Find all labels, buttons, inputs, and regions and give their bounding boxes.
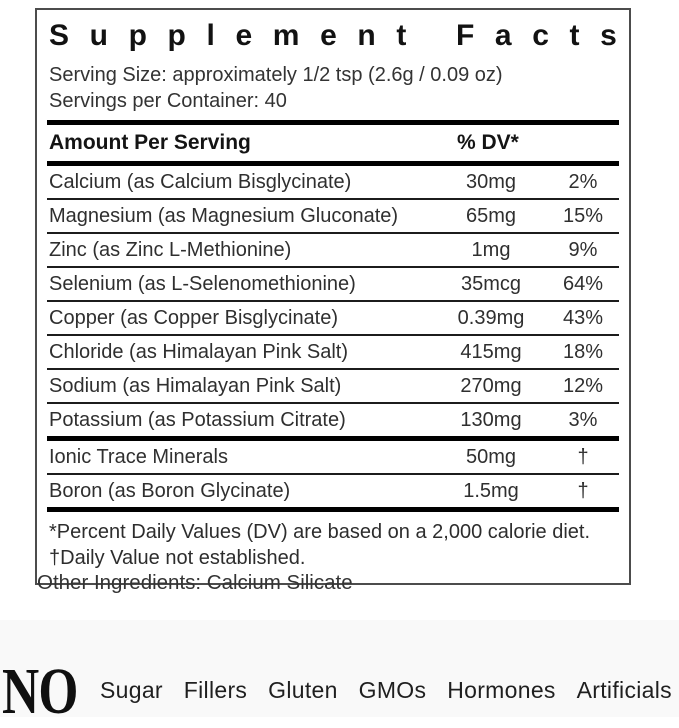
no-claims-list: Sugar Fillers Gluten GMOs Hormones Artif… — [100, 677, 672, 704]
nutrient-name: Potassium (as Potassium Citrate) — [49, 408, 346, 431]
nutrient-dv: † — [577, 479, 589, 502]
nutrient-amount: 65mg — [465, 204, 517, 227]
nutrient-amount: 0.39mg — [457, 306, 525, 329]
nutrient-dv: 2% — [568, 170, 598, 193]
no-claims-banner: NO Sugar Fillers Gluten GMOs Hormones Ar… — [0, 620, 679, 728]
nutrient-dv: 15% — [562, 204, 604, 227]
nutrient-row: Selenium (as L-Selenomethionine) 35mcg 6… — [47, 266, 619, 300]
nutrient-row: Calcium (as Calcium Bisglycinate) 30mg 2… — [47, 166, 619, 198]
nutrient-row: Zinc (as Zinc L-Methionine) 1mg 9% — [47, 232, 619, 266]
nutrient-name: Copper (as Copper Bisglycinate) — [49, 306, 339, 329]
no-claim-item: Artificials — [576, 677, 672, 703]
nutrient-name: Ionic Trace Minerals — [49, 445, 228, 468]
no-claim-item: Sugar — [100, 677, 163, 703]
no-label: NO — [2, 654, 78, 728]
serving-size-text: Serving Size: approximately 1/2 tsp (2.6… — [49, 64, 503, 86]
nutrient-dv: 64% — [562, 272, 604, 295]
nutrient-row: Magnesium (as Magnesium Gluconate) 65mg … — [47, 198, 619, 232]
nutrient-dv: † — [577, 445, 589, 468]
nutrient-amount: 270mg — [460, 374, 522, 397]
divider-thick-bottom — [47, 507, 619, 512]
nutrient-dv: 43% — [562, 306, 604, 329]
nutrient-name: Sodium (as Himalayan Pink Salt) — [49, 374, 342, 397]
nutrient-rows: Calcium (as Calcium Bisglycinate) 30mg 2… — [47, 166, 619, 436]
nutrient-amount: 415mg — [460, 340, 522, 363]
nutrient-amount: 30mg — [465, 170, 517, 193]
percent-dv-label: % DV* — [457, 131, 519, 154]
nutrient-dv: 3% — [568, 408, 598, 431]
divider-thick-header — [47, 161, 619, 166]
other-ingredients-text: Other Ingredients: Calcium Silicate — [37, 571, 353, 594]
nutrient-name: Chloride (as Himalayan Pink Salt) — [49, 340, 349, 363]
nutrient-dv: 18% — [562, 340, 604, 363]
servings-per-container-text: Servings per Container: 40 — [49, 90, 287, 112]
nutrient-amount: 1mg — [471, 238, 511, 261]
nutrient-dv: 9% — [568, 238, 598, 261]
no-claim-item: Gluten — [268, 677, 338, 703]
nutrient-row: Chloride (as Himalayan Pink Salt) 415mg … — [47, 334, 619, 368]
no-claim-item: Fillers — [183, 677, 248, 703]
nutrient-row: Ionic Trace Minerals 50mg † — [47, 441, 619, 473]
daily-value-footnote: *Percent Daily Values (DV) are based on … — [49, 521, 602, 569]
divider-thick-middle — [47, 436, 619, 441]
nutrient-name: Zinc (as Zinc L-Methionine) — [49, 238, 292, 261]
no-claim-item: Hormones — [447, 677, 556, 703]
table-header-row: Amount Per Serving % DV* — [47, 125, 619, 161]
nutrient-name: Magnesium (as Magnesium Gluconate) — [49, 204, 399, 227]
nutrient-row: Boron (as Boron Glycinate) 1.5mg † — [47, 473, 619, 507]
nutrient-row: Sodium (as Himalayan Pink Salt) 270mg 12… — [47, 368, 619, 402]
nutrient-amount: 1.5mg — [463, 479, 519, 502]
amount-per-serving-label: Amount Per Serving — [49, 131, 251, 154]
nutrient-name: Selenium (as L-Selenomethionine) — [49, 272, 356, 295]
nutrient-row: Copper (as Copper Bisglycinate) 0.39mg 4… — [47, 300, 619, 334]
nutrient-dv: 12% — [562, 374, 604, 397]
nutrient-row: Potassium (as Potassium Citrate) 130mg 3… — [47, 402, 619, 436]
nutrient-amount: 35mcg — [460, 272, 522, 295]
secondary-nutrient-rows: Ionic Trace Minerals 50mg † Boron (as Bo… — [47, 441, 619, 507]
nutrient-name: Calcium (as Calcium Bisglycinate) — [49, 170, 352, 193]
nutrient-name: Boron (as Boron Glycinate) — [49, 479, 291, 502]
nutrient-amount: 50mg — [465, 445, 517, 468]
divider-thick-top — [47, 120, 619, 125]
no-claim-item: GMOs — [358, 677, 427, 703]
nutrient-amount: 130mg — [460, 408, 522, 431]
